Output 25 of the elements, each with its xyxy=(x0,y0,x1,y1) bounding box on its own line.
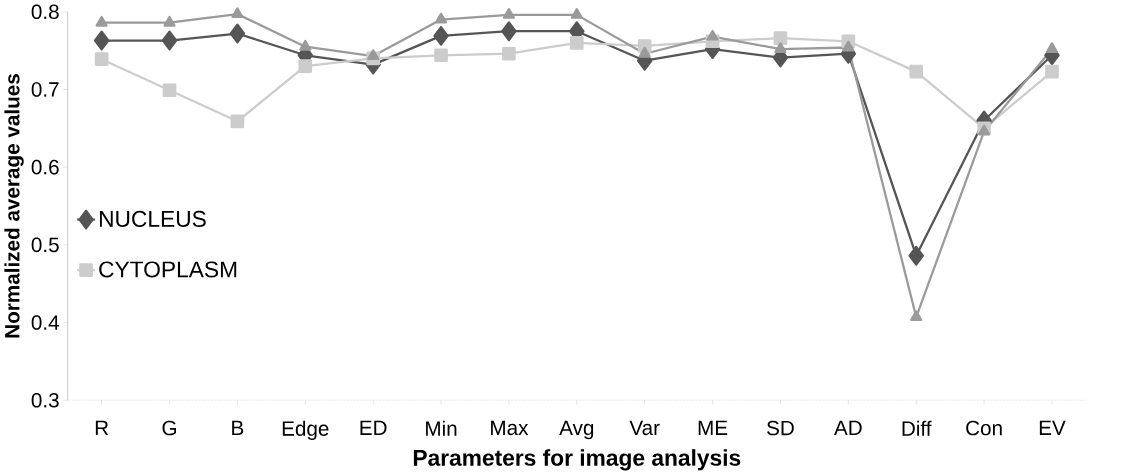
legend-label: CYTOPLASM xyxy=(99,261,237,278)
x-tick-label: EV xyxy=(1039,420,1066,435)
x-tick-label: B xyxy=(232,420,244,435)
x-tick-label: ME xyxy=(698,420,728,435)
x-tick-label: SD xyxy=(767,420,794,436)
x-tick-label: Diff xyxy=(902,420,932,436)
x-tick-label: Con xyxy=(966,420,1002,436)
y-axis-title: Normalized average values xyxy=(4,73,24,338)
x-tick-label: Max xyxy=(491,420,529,436)
x-tick-label: Edge xyxy=(282,420,329,440)
x-tick-label: Var xyxy=(629,420,660,436)
x-tick-label: ED xyxy=(360,420,387,435)
y-tick-label: 0.6 xyxy=(31,159,59,175)
y-tick-label: 0.5 xyxy=(31,237,59,253)
x-axis-title: Parameters for image analysis xyxy=(413,449,741,471)
x-tick-label: Avg xyxy=(559,420,594,440)
y-tick-label: 0.8 xyxy=(31,4,59,19)
legend-label: NUCLEUS xyxy=(99,210,206,227)
y-tick-label: 0.3 xyxy=(31,392,59,408)
x-tick-label: AD xyxy=(833,420,862,435)
x-tick-label: R xyxy=(95,420,109,435)
y-tick-label: 0.7 xyxy=(31,82,59,97)
x-tick-label: G xyxy=(162,420,177,436)
y-tick-label: 0.4 xyxy=(31,315,60,330)
x-tick-label: Min xyxy=(426,420,457,436)
